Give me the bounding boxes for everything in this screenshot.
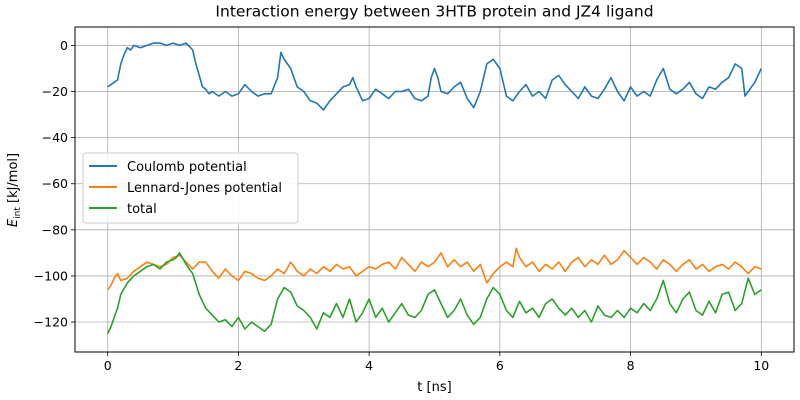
x-tick-label: 6 (496, 358, 504, 373)
legend-label-total: total (127, 202, 157, 217)
x-axis-ticks: 0 2 4 6 8 10 (104, 352, 769, 373)
legend-label-lennard-jones: Lennard-Jones potential (127, 181, 282, 196)
y-tick-label: −40 (42, 130, 68, 145)
y-tick-label: −20 (42, 84, 68, 99)
grid-lines (75, 27, 794, 352)
y-axis-ticks: 0 −20 −40 −60 −80 −100 −120 (34, 38, 75, 330)
x-axis-label: t [ns] (417, 380, 451, 395)
plot-frame (74, 26, 795, 353)
y-axis-label-subscript: int (13, 207, 23, 219)
x-tick-label: 8 (627, 358, 635, 373)
series-line-coulomb-potential (107, 42, 763, 111)
legend: Coulomb potential Lennard-Jones potentia… (82, 152, 299, 224)
y-tick-label: −80 (42, 222, 68, 237)
legend-label-coulomb: Coulomb potential (127, 160, 247, 175)
x-tick-label: 10 (753, 358, 769, 373)
x-tick-label: 2 (234, 358, 242, 373)
x-tick-label: 4 (365, 358, 373, 373)
x-tick-label: 0 (104, 358, 112, 373)
series-line-lennard-jones-potential (107, 247, 762, 291)
chart-title: Interaction energy between 3HTB protein … (215, 3, 653, 21)
series-lines (106, 42, 763, 334)
y-axis-label-unit: [kJ/mol] (6, 153, 21, 207)
y-tick-label: −100 (34, 268, 68, 283)
y-tick-label: −60 (42, 176, 68, 191)
y-tick-label: −120 (34, 315, 68, 330)
y-tick-label: 0 (60, 38, 68, 53)
series-line-total (106, 252, 762, 334)
y-axis-label: Eint [kJ/mol] (6, 153, 23, 227)
legend-box (82, 152, 299, 224)
y-axis-label-symbol: E (6, 218, 21, 227)
